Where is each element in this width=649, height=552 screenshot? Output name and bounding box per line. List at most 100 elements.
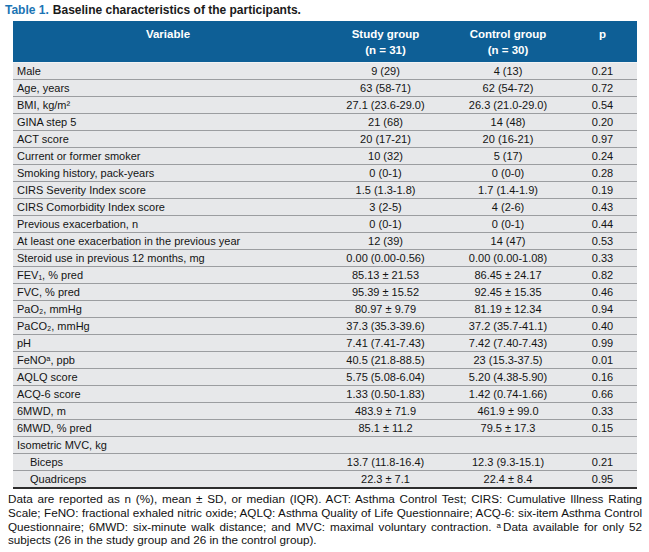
cell-variable: ACT score <box>13 132 323 147</box>
table-row: ACT score20 (17-21)20 (16-21)0.97 <box>13 130 637 147</box>
column-header-study-label: Study group <box>352 26 420 42</box>
cell-study: 95.39 ± 15.52 <box>323 285 448 300</box>
cell-variable: Biceps <box>13 455 323 470</box>
cell-control: 37.2 (35.7-41.1) <box>448 319 568 334</box>
column-header-variable-label: Variable <box>146 26 190 42</box>
cell-study: 20 (17-21) <box>323 132 448 147</box>
cell-p: 0.33 <box>568 251 637 266</box>
cell-p: 0.16 <box>568 370 637 385</box>
cell-p: 0.94 <box>568 302 637 317</box>
cell-control: 5.20 (4.38-5.90) <box>448 370 568 385</box>
cell-study: 7.41 (7.41-7.43) <box>323 336 448 351</box>
table-row: CIRS Comorbidity Index score3 (2-5)4 (2-… <box>13 198 637 215</box>
cell-p: 0.21 <box>568 64 637 79</box>
table-row: FeNOᵃ, ppb40.5 (21.8-88.5)23 (15.3-37.5)… <box>13 351 637 368</box>
cell-variable: Current or former smoker <box>13 149 323 164</box>
cell-control: 4 (2-6) <box>448 200 568 215</box>
cell-study: 0 (0-1) <box>323 217 448 232</box>
cell-study: 22.3 ± 7.1 <box>323 472 448 487</box>
table-row: AQLQ score5.75 (5.08-6.04)5.20 (4.38-5.9… <box>13 368 637 385</box>
cell-variable: Steroid use in previous 12 months, mg <box>13 251 323 266</box>
cell-variable: 6MWD, % pred <box>13 421 323 436</box>
cell-control: 7.42 (7.40-7.43) <box>448 336 568 351</box>
cell-control: 461.9 ± 99.0 <box>448 404 568 419</box>
table-figure: Table 1.Baseline characteristics of the … <box>0 0 649 552</box>
cell-study: 21 (68) <box>323 115 448 130</box>
cell-variable: FVC, % pred <box>13 285 323 300</box>
table-row: Smoking history, pack-years0 (0-1)0 (0-0… <box>13 164 637 181</box>
cell-p: 0.43 <box>568 200 637 215</box>
cell-study: 37.3 (35.3-39.6) <box>323 319 448 334</box>
table-row: Current or former smoker10 (32)5 (17)0.2… <box>13 147 637 164</box>
table-footnote: Data are reported as n (%), mean ± SD, o… <box>8 492 642 547</box>
table-row: Isometric MVC, kg <box>13 436 637 453</box>
column-header-control-n: (n = 30) <box>488 42 529 58</box>
cell-p: 0.99 <box>568 336 637 351</box>
cell-p: 0.24 <box>568 149 637 164</box>
cell-control: 14 (48) <box>448 115 568 130</box>
cell-control: 23 (15.3-37.5) <box>448 353 568 368</box>
cell-study: 27.1 (23.6-29.0) <box>323 98 448 113</box>
table-row: pH7.41 (7.41-7.43)7.42 (7.40-7.43)0.99 <box>13 334 637 351</box>
cell-p: 0.82 <box>568 268 637 283</box>
cell-p: 0.53 <box>568 234 637 249</box>
cell-control: 5 (17) <box>448 149 568 164</box>
table-row: GINA step 521 (68)14 (48)0.20 <box>13 113 637 130</box>
cell-p: 0.44 <box>568 217 637 232</box>
cell-study: 0.00 (0.00-0.56) <box>323 251 448 266</box>
table-row: 6MWD, % pred85.1 ± 11.279.5 ± 17.30.15 <box>13 419 637 436</box>
cell-variable: Quadriceps <box>13 472 323 487</box>
cell-variable: Previous exacerbation, n <box>13 217 323 232</box>
table-row: FVC, % pred95.39 ± 15.5292.45 ± 15.350.4… <box>13 283 637 300</box>
cell-variable: ACQ-6 score <box>13 387 323 402</box>
cell-study: 483.9 ± 71.9 <box>323 404 448 419</box>
cell-variable: GINA step 5 <box>13 115 323 130</box>
cell-control: 4 (13) <box>448 64 568 79</box>
cell-control: 22.4 ± 8.4 <box>448 472 568 487</box>
cell-control: 0 (0-0) <box>448 166 568 181</box>
cell-variable: CIRS Severity Index score <box>13 183 323 198</box>
column-header-control-label: Control group <box>470 26 547 42</box>
column-header-study-n: (n = 31) <box>365 42 406 58</box>
cell-p: 0.01 <box>568 353 637 368</box>
cell-p: 0.15 <box>568 421 637 436</box>
cell-control: 1.42 (0.74-1.66) <box>448 387 568 402</box>
table-row: Age, years63 (58-71)62 (54-72)0.72 <box>13 79 637 96</box>
cell-variable: BMI, kg/m² <box>13 98 323 113</box>
table-row: At least one exacerbation in the previou… <box>13 232 637 249</box>
cell-study: 13.7 (11.8-16.4) <box>323 455 448 470</box>
cell-variable: CIRS Comorbidity Index score <box>13 200 323 215</box>
column-header-control-group: Control group (n = 30) <box>448 21 568 62</box>
table-row: Steroid use in previous 12 months, mg0.0… <box>13 249 637 266</box>
cell-study: 40.5 (21.8-88.5) <box>323 353 448 368</box>
cell-study: 5.75 (5.08-6.04) <box>323 370 448 385</box>
table-row: Quadriceps22.3 ± 7.122.4 ± 8.40.95 <box>13 470 637 487</box>
table-row: PaO₂, mmHg80.97 ± 9.7981.19 ± 12.340.94 <box>13 300 637 317</box>
cell-p: 0.40 <box>568 319 637 334</box>
cell-variable: PaCO₂, mmHg <box>13 319 323 334</box>
cell-variable: pH <box>13 336 323 351</box>
cell-p: 0.21 <box>568 455 637 470</box>
cell-p: 0.20 <box>568 115 637 130</box>
cell-control: 92.45 ± 15.35 <box>448 285 568 300</box>
table-row: 6MWD, m483.9 ± 71.9461.9 ± 99.00.33 <box>13 402 637 419</box>
cell-study: 85.1 ± 11.2 <box>323 421 448 436</box>
column-header-variable: Variable <box>13 21 323 62</box>
cell-study: 85.13 ± 21.53 <box>323 268 448 283</box>
cell-control: 0.00 (0.00-1.08) <box>448 251 568 266</box>
cell-p: 0.19 <box>568 183 637 198</box>
cell-study: 3 (2-5) <box>323 200 448 215</box>
cell-p: 0.33 <box>568 404 637 419</box>
cell-control: 14 (47) <box>448 234 568 249</box>
cell-study: 9 (29) <box>323 64 448 79</box>
cell-control: 0 (0-1) <box>448 217 568 232</box>
column-header-study-group: Study group (n = 31) <box>323 21 448 62</box>
table-title-text: Baseline characteristics of the particip… <box>53 3 301 17</box>
cell-control: 20 (16-21) <box>448 132 568 147</box>
cell-study: 0 (0-1) <box>323 166 448 181</box>
column-header-p-label: p <box>599 26 606 42</box>
cell-variable: FEV₁, % pred <box>13 268 323 283</box>
cell-control: 79.5 ± 17.3 <box>448 421 568 436</box>
cell-study: 1.33 (0.50-1.83) <box>323 387 448 402</box>
table-header-row: Variable Study group (n = 31) Control gr… <box>13 21 637 62</box>
